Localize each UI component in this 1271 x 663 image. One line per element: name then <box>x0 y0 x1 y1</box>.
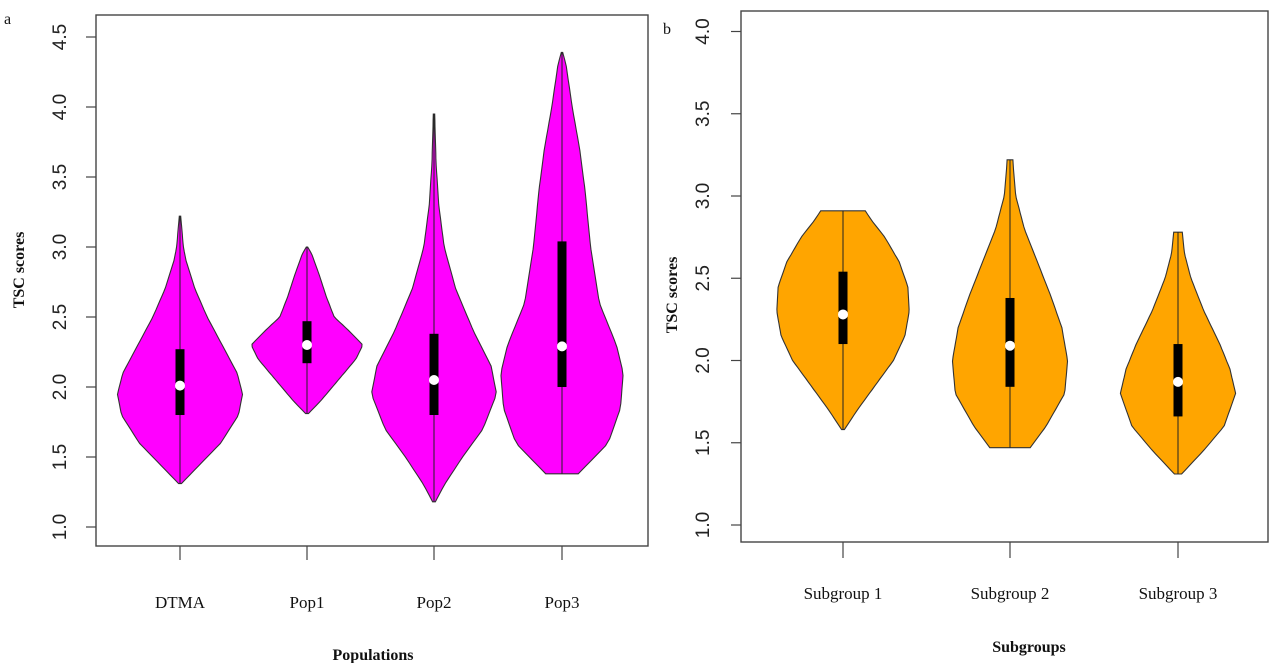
panel-a-category-label: Pop2 <box>417 593 452 612</box>
panel-b-plot-frame <box>740 10 1269 543</box>
panel-b-x-axis-title: Subgroups <box>992 639 1066 656</box>
panel-a-y-tick-label: 4.5 <box>50 24 71 50</box>
panel-a-letter: a <box>4 11 11 28</box>
panel-b-y-tick-label: 2.0 <box>693 347 714 373</box>
panel-b-median-point <box>1173 376 1183 387</box>
panel-b-y-tick-label: 1.0 <box>693 512 714 538</box>
panel-b-y-tick-label: 3.0 <box>693 183 714 209</box>
panel-b-y-tick-label: 4.0 <box>693 18 714 44</box>
panel-b-y-tick-label: 1.5 <box>693 430 714 456</box>
panel-a-y-tick-label: 3.5 <box>50 164 71 190</box>
panel-b-y-tick-label: 2.5 <box>693 265 714 291</box>
panel-a-category-label: DTMA <box>155 593 206 612</box>
panel-a-y-tick-label: 4.0 <box>50 94 71 120</box>
panel-a-y-tick-label: 2.0 <box>50 374 71 400</box>
panel-a-y-axis-title: TSC scores <box>11 232 28 309</box>
panel-b-letter: b <box>663 21 671 38</box>
panel-a-y-tick-label: 1.5 <box>50 444 71 470</box>
panel-b-median-point <box>838 309 848 320</box>
panel-a-median-point <box>175 380 185 391</box>
panel-a-plot-frame <box>95 14 649 547</box>
panel-b-category-label: Subgroup 2 <box>971 584 1050 603</box>
panel-b-category-label: Subgroup 1 <box>804 584 883 603</box>
panel-b-y-axis-title: TSC scores <box>664 257 681 334</box>
panel-a-iqr-box <box>557 241 567 387</box>
panel-a-x-axis-title: Populations <box>333 647 414 663</box>
panel-a-y-tick-label: 1.0 <box>50 514 71 540</box>
panel-a-median-point <box>302 340 312 350</box>
panel-a-median-point <box>557 341 567 352</box>
panel-a-iqr-box <box>429 333 439 415</box>
panel-a-y-tick-label: 2.5 <box>50 304 71 330</box>
panel-b-violin-chart: b TSC scores Subgroups 1.0 1.5 2.0 2.5 3.0 3.… <box>663 10 1269 656</box>
panel-a-category-label: Pop1 <box>290 593 325 612</box>
panel-a-median-point <box>429 375 439 385</box>
panel-b-category-label: Subgroup 3 <box>1139 584 1218 603</box>
panel-b-y-tick-label: 3.5 <box>693 101 714 127</box>
panel-a-y-tick-label: 3.0 <box>50 234 71 260</box>
panel-b-iqr-box <box>838 271 848 345</box>
panel-a-violin-chart: a TSC scores Populations 1.0 1.5 2.0 2.5 3.0… <box>4 11 649 663</box>
panel-a-category-label: Pop3 <box>545 593 580 612</box>
panel-b-median-point <box>1005 340 1015 351</box>
